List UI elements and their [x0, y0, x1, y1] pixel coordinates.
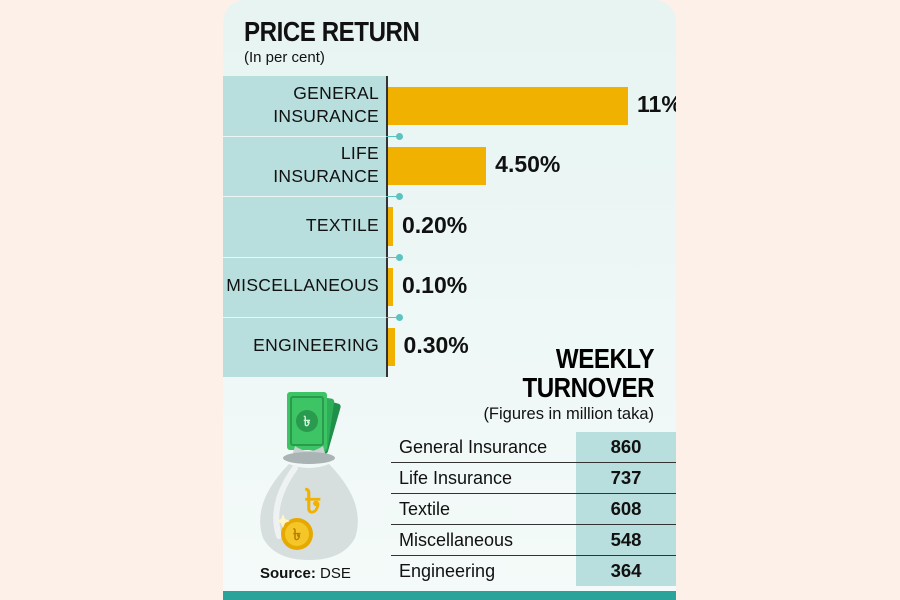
row-separator: [223, 316, 386, 318]
row-name: General Insurance: [399, 437, 548, 457]
svg-text:৳: ৳: [304, 414, 311, 430]
category-label: GENERAL INSURANCE: [273, 82, 379, 128]
category-label-line: INSURANCE: [273, 106, 379, 127]
row-value: 364: [576, 556, 676, 586]
bar: [388, 207, 393, 246]
money-bag-icon: ৳ ৳ ৳: [260, 392, 358, 560]
bar-axis: [386, 76, 388, 377]
separator-connector: [386, 196, 398, 198]
price-return-subtitle: (In per cent): [244, 49, 325, 66]
bar: [388, 267, 393, 306]
separator-connector: [386, 256, 398, 258]
row-value: 860: [576, 432, 676, 462]
row-separator: [223, 256, 386, 258]
bar-value-label: 11%: [637, 91, 676, 118]
bar: [388, 327, 395, 366]
bar: [388, 87, 628, 126]
category-label-line: TEXTILE: [305, 215, 379, 235]
row-name: Miscellaneous: [399, 530, 514, 550]
table-row: Life Insurance 737: [391, 463, 676, 494]
category-label: ENGINEERING: [253, 334, 379, 357]
bar-value-label: 4.50%: [495, 151, 561, 178]
bar-value-label: 0.10%: [402, 271, 468, 298]
row-name: Life Insurance: [399, 468, 513, 488]
row-separator: [223, 136, 386, 138]
turnover-table: General Insurance 860 Life Insurance 737 Tex…: [391, 432, 676, 586]
taka-banknote-icon: ৳: [287, 392, 341, 454]
separator-connector: [386, 316, 398, 318]
table-row: Miscellaneous 548: [391, 525, 676, 556]
separator-connector: [386, 136, 398, 138]
price-return-title: PRICE RETURN: [244, 16, 420, 47]
table-row: Textile 608: [391, 494, 676, 525]
category-label-line: LIFE: [340, 143, 379, 164]
table-row: General Insurance 860: [391, 432, 676, 463]
row-separator: [223, 196, 386, 198]
category-label: MISCELLANEOUS: [226, 274, 379, 297]
category-label: LIFE INSURANCE: [273, 142, 379, 188]
weekly-turnover-title: WEEKLY TURNOVER: [522, 344, 654, 402]
category-label-line: INSURANCE: [273, 166, 379, 187]
source-note: Source: DSE: [260, 565, 351, 582]
row-name: Textile: [399, 499, 451, 519]
svg-text:৳: ৳: [305, 482, 322, 522]
bar-value-label: 0.30%: [403, 331, 469, 358]
row-name: Engineering: [399, 561, 496, 581]
bar: [388, 147, 487, 186]
separator-dot: [396, 133, 403, 141]
weekly-turnover-title-line: WEEKLY: [555, 343, 655, 374]
category-panel: [223, 76, 386, 377]
separator-dot: [396, 253, 403, 261]
taka-coin-icon: ৳: [276, 514, 313, 550]
table-row: Engineering 364: [391, 556, 676, 586]
separator-dot: [396, 193, 403, 201]
bar-value-label: 0.20%: [402, 211, 468, 238]
category-label: TEXTILE: [306, 214, 379, 237]
bottom-accent-bar: [223, 591, 676, 600]
infographic-card: PRICE RETURN (In per cent) 11% 4.50% 0.20%…: [223, 0, 676, 600]
source-label: Source:: [260, 565, 316, 582]
weekly-turnover-title-line: TURNOVER: [522, 372, 654, 403]
category-label-line: GENERAL: [293, 83, 379, 104]
row-value: 608: [576, 494, 676, 524]
category-label-line: MISCELLANEOUS: [226, 275, 379, 296]
category-label-line: ENGINEERING: [253, 335, 379, 356]
row-value: 737: [576, 463, 676, 493]
weekly-turnover-subtitle: (Figures in million taka): [483, 405, 654, 423]
row-value: 548: [576, 525, 676, 555]
source-text: DSE: [320, 565, 351, 582]
svg-text:৳: ৳: [293, 525, 301, 544]
separator-dot: [396, 313, 403, 321]
